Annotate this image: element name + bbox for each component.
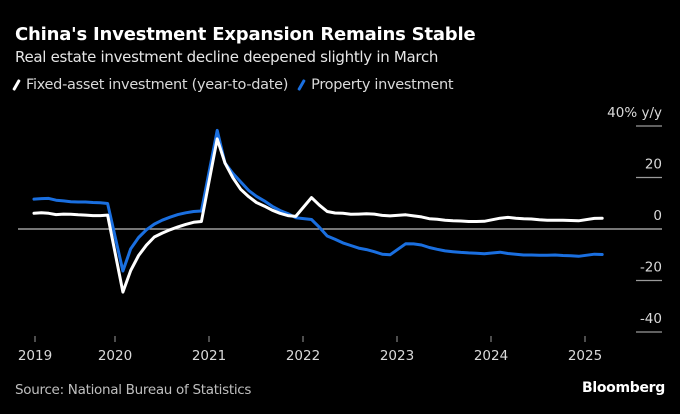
x-tick-label: 2022 [286,348,320,364]
x-tick-label: 2024 [474,348,508,364]
chart-subtitle: Real estate investment decline deepened … [15,48,439,66]
y-tick-label: 40% y/y [607,105,662,121]
bloomberg-logo: Bloomberg [581,380,665,396]
x-tick-label: 2021 [192,348,226,364]
source-note: Source: National Bureau of Statistics [15,382,252,398]
y-tick-label: 0 [653,208,662,224]
series-line-property-investment [32,128,604,273]
legend-label-property: Property investment [311,77,454,93]
y-tick-label: 20 [645,157,662,173]
legend-item-property: Property investment [297,77,454,93]
legend: Fixed-asset investment (year-to-date) Pr… [12,77,465,93]
series-line-fixed-asset-investment [32,137,604,294]
chart-title: China's Investment Expansion Remains Sta… [15,24,476,45]
x-tick-label: 2025 [568,348,602,364]
y-tick-label: -40 [640,311,662,327]
x-tick-label: 2020 [98,348,132,364]
y-tick-label: -20 [640,260,662,276]
x-tick-label: 2019 [18,348,52,364]
legend-label-fixed-asset: Fixed-asset investment (year-to-date) [26,77,289,93]
x-tick-label: 2023 [380,348,414,364]
legend-item-fixed-asset: Fixed-asset investment (year-to-date) [12,77,289,93]
